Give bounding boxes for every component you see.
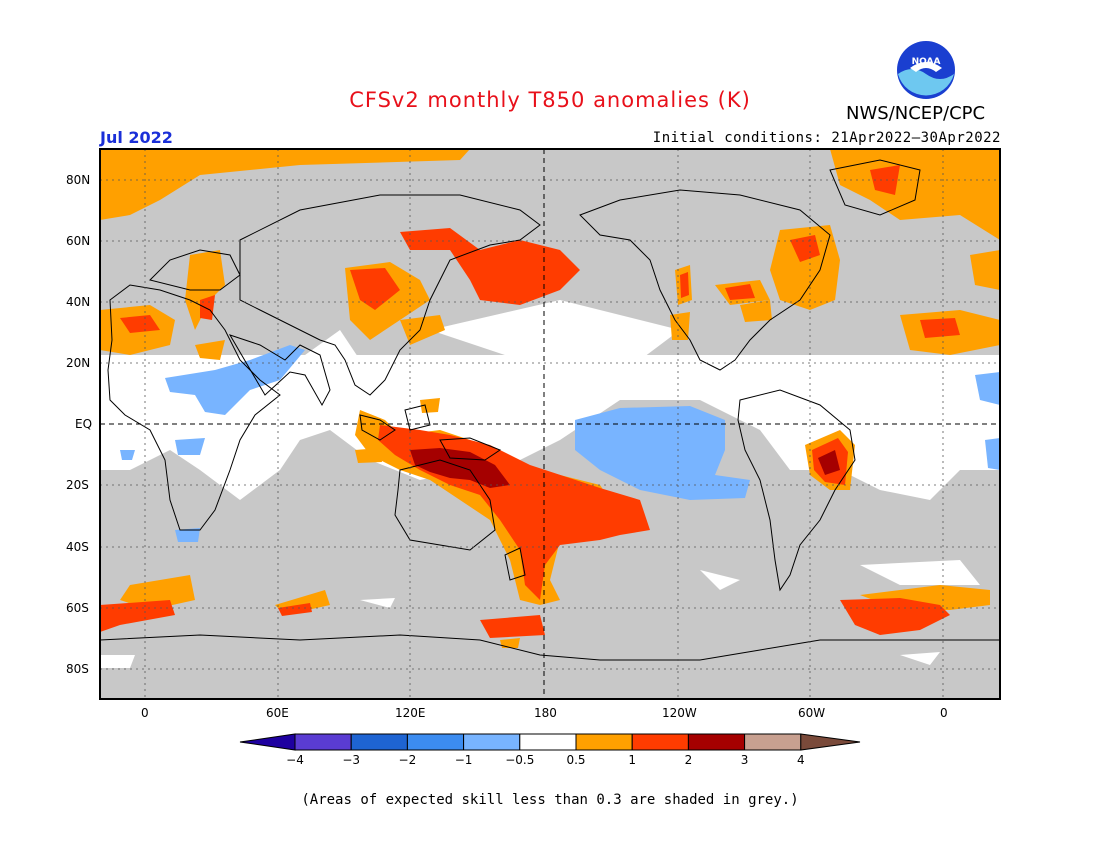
neutral-region-tropics xyxy=(100,300,1000,500)
legend-swatch xyxy=(350,733,408,751)
lat-label: 80N xyxy=(66,173,91,187)
legend-swatch xyxy=(631,733,689,751)
logo-text: NOAA xyxy=(912,57,941,67)
lon-label: 60W xyxy=(798,706,826,720)
lon-label: 60E xyxy=(266,706,289,720)
lat-label: 40S xyxy=(66,540,89,554)
lat-label: 20S xyxy=(66,478,89,492)
legend-tick-label: 3 xyxy=(741,753,749,767)
anomaly-arctic xyxy=(100,149,1000,240)
lon-label: 0 xyxy=(141,706,149,720)
legend-tick-label: 0.5 xyxy=(566,753,585,767)
legend-arrow-low xyxy=(239,733,296,751)
footnote: (Areas of expected skill less than 0.3 a… xyxy=(301,792,799,808)
legend-arrow-high xyxy=(800,733,861,751)
legend-tick-label: 1 xyxy=(628,753,636,767)
coastlines xyxy=(100,159,1000,661)
plot-frame xyxy=(99,148,1001,700)
legend-tick-label: −4 xyxy=(286,753,304,767)
anomaly-arabia xyxy=(165,345,305,415)
legend-swatch xyxy=(294,733,352,751)
legend-tick-label: −0.5 xyxy=(505,753,534,767)
color-legend: −4 −3 −2 −1 −0.5 0.5 1 2 3 4 xyxy=(239,733,861,767)
anomaly-peak-new-guinea xyxy=(410,448,510,488)
lon-label: 120E xyxy=(395,706,426,720)
gridlines xyxy=(100,149,1000,699)
anomaly-north-pacific xyxy=(400,228,580,305)
anomaly-southern-ocean xyxy=(120,575,195,610)
lat-label: EQ xyxy=(75,417,93,431)
lon-label: 180 xyxy=(534,706,557,720)
noaa-logo-icon: NOAA xyxy=(897,41,955,99)
legend-swatch xyxy=(519,733,577,751)
lat-label: 60N xyxy=(66,234,91,248)
agency-label: NWS/NCEP/CPC xyxy=(846,103,986,124)
legend-swatch xyxy=(687,733,746,751)
center-lines xyxy=(100,149,1000,699)
anomaly-cold-tongue xyxy=(575,406,750,500)
legend-tick-label: −3 xyxy=(342,753,360,767)
neutral-region-south xyxy=(100,560,980,668)
legend-tick-label: 4 xyxy=(797,753,805,767)
chart-title: CFSv2 monthly T850 anomalies (K) xyxy=(349,88,751,112)
target-month: Jul 2022 xyxy=(100,128,173,147)
lat-label: 40N xyxy=(66,295,91,309)
legend-tick-label: 2 xyxy=(685,753,693,767)
lon-label: 120W xyxy=(662,706,697,720)
legend-tick-label: −1 xyxy=(455,753,473,767)
legend-swatch xyxy=(575,733,633,751)
lon-label: 0 xyxy=(940,706,948,720)
lat-label: 20N xyxy=(66,356,91,370)
legend-swatch xyxy=(744,733,802,751)
lat-label: 80S xyxy=(66,662,89,676)
legend-tick-label: −2 xyxy=(399,753,417,767)
legend-swatch xyxy=(406,733,465,751)
legend-swatch xyxy=(463,733,521,751)
initial-conditions: Initial conditions: 21Apr2022–30Apr2022 xyxy=(652,130,1001,146)
lat-label: 60S xyxy=(66,601,89,615)
